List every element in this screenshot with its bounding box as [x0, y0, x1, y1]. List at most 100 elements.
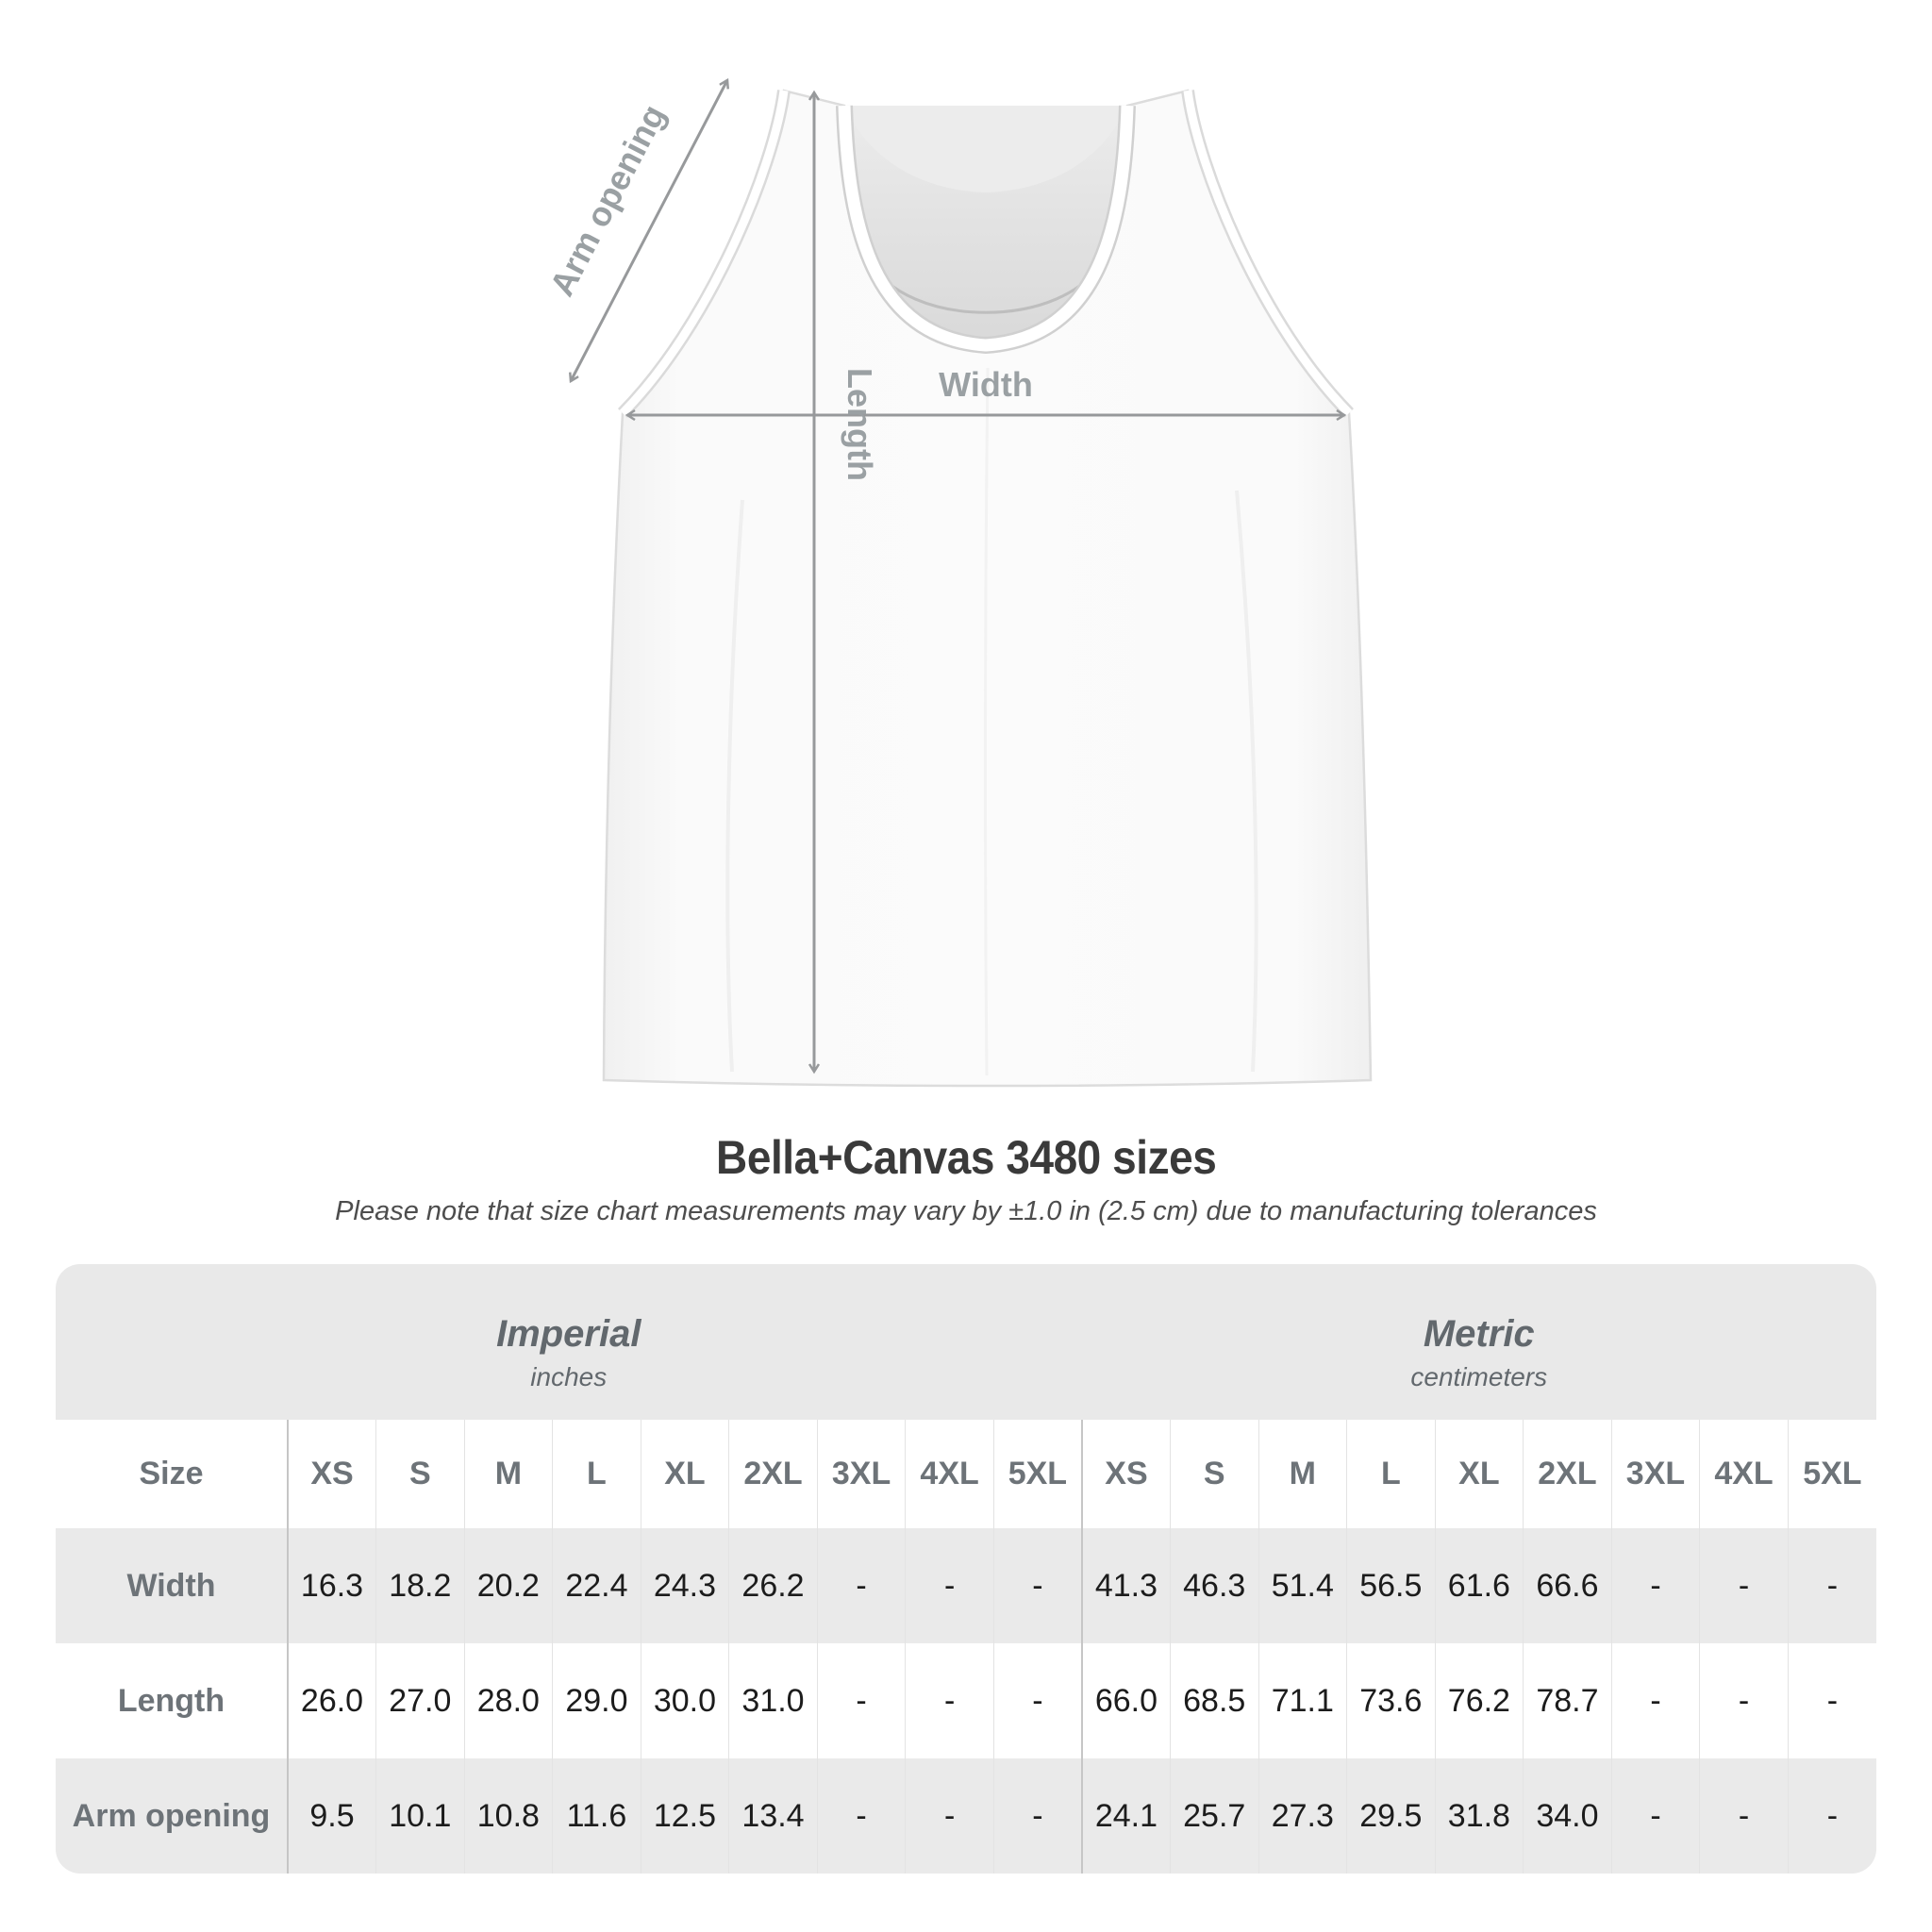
- arm-opening-metric-xs: 24.1: [1080, 1758, 1171, 1874]
- arm-opening-row: Arm opening 9.5 10.1 10.8 11.6 12.5 13.4…: [56, 1758, 1876, 1874]
- row-label-arm-opening: Arm opening: [72, 1797, 271, 1834]
- width-metric-3xl: -: [1610, 1528, 1700, 1643]
- length-row: Length 26.0 27.0 28.0 29.0 30.0 31.0 - -…: [56, 1643, 1876, 1758]
- arm-opening-metric-s: 25.7: [1169, 1758, 1259, 1874]
- tank-top-svg: Width Length Arm opening: [541, 47, 1373, 1088]
- size-header-metric-2xl: 2XL: [1523, 1420, 1612, 1528]
- arm-opening-arrow: [571, 80, 727, 381]
- size-header-metric-4xl: 4XL: [1699, 1420, 1789, 1528]
- length-label: Length: [841, 368, 879, 481]
- back-neck-highlight: [844, 106, 1127, 192]
- width-imperial-3xl: -: [816, 1528, 906, 1643]
- arm-opening-metric-l: 29.5: [1346, 1758, 1436, 1874]
- arm-opening-imperial-xs: 9.5: [287, 1758, 376, 1874]
- width-metric-s: 46.3: [1169, 1528, 1259, 1643]
- size-column-header: Size: [139, 1456, 204, 1491]
- imperial-label: Imperial: [496, 1312, 641, 1355]
- length-imperial-xl: 30.0: [640, 1643, 729, 1758]
- length-metric-xl: 76.2: [1434, 1643, 1524, 1758]
- size-header-imperial-3xl: 3XL: [816, 1420, 906, 1528]
- length-imperial-4xl: -: [905, 1643, 994, 1758]
- length-metric-xs: 66.0: [1080, 1643, 1171, 1758]
- width-imperial-xs: 16.3: [287, 1528, 376, 1643]
- arm-opening-metric-m: 27.3: [1257, 1758, 1347, 1874]
- size-header-metric-xs: XS: [1080, 1420, 1171, 1528]
- imperial-unit-header: Imperial inches: [56, 1264, 1082, 1420]
- length-imperial-l: 29.0: [552, 1643, 641, 1758]
- length-metric-m: 71.1: [1257, 1643, 1347, 1758]
- size-chart: Imperial inches Metric centimeters Size …: [56, 1264, 1876, 1874]
- size-header-imperial-xl: XL: [640, 1420, 729, 1528]
- length-imperial-2xl: 31.0: [728, 1643, 818, 1758]
- size-header-row: Size XS S M L XL 2XL 3XL 4XL 5XL XS S M …: [56, 1420, 1876, 1528]
- row-label-length: Length: [117, 1682, 225, 1719]
- size-header-metric-m: M: [1257, 1420, 1347, 1528]
- arm-opening-imperial-3xl: -: [816, 1758, 906, 1874]
- metric-label: Metric: [1423, 1312, 1535, 1355]
- page-title: Bella+Canvas 3480 sizes: [0, 1130, 1932, 1185]
- width-metric-l: 56.5: [1346, 1528, 1436, 1643]
- length-imperial-m: 28.0: [463, 1643, 553, 1758]
- width-imperial-s: 18.2: [375, 1528, 465, 1643]
- size-header-imperial-l: L: [552, 1420, 641, 1528]
- width-metric-5xl: -: [1787, 1528, 1876, 1643]
- length-metric-s: 68.5: [1169, 1643, 1259, 1758]
- arm-opening-imperial-m: 10.8: [463, 1758, 553, 1874]
- length-imperial-3xl: -: [816, 1643, 906, 1758]
- size-header-imperial-4xl: 4XL: [905, 1420, 994, 1528]
- length-metric-5xl: -: [1787, 1643, 1876, 1758]
- width-imperial-m: 20.2: [463, 1528, 553, 1643]
- length-metric-2xl: 78.7: [1523, 1643, 1612, 1758]
- width-metric-xl: 61.6: [1434, 1528, 1524, 1643]
- metric-unit-header: Metric centimeters: [1082, 1264, 1876, 1420]
- arm-opening-metric-2xl: 34.0: [1523, 1758, 1612, 1874]
- imperial-unit-label: inches: [530, 1361, 608, 1391]
- width-metric-m: 51.4: [1257, 1528, 1347, 1643]
- arm-opening-metric-4xl: -: [1699, 1758, 1789, 1874]
- width-imperial-xl: 24.3: [640, 1528, 729, 1643]
- size-header-metric-xl: XL: [1434, 1420, 1524, 1528]
- length-metric-3xl: -: [1610, 1643, 1700, 1758]
- arm-opening-imperial-l: 11.6: [552, 1758, 641, 1874]
- size-header-imperial-s: S: [375, 1420, 465, 1528]
- row-label-width: Width: [126, 1567, 216, 1604]
- length-imperial-5xl: -: [992, 1643, 1082, 1758]
- page-subtitle: Please note that size chart measurements…: [335, 1196, 1597, 1226]
- width-imperial-2xl: 26.2: [728, 1528, 818, 1643]
- size-header-metric-s: S: [1169, 1420, 1259, 1528]
- width-label: Width: [939, 365, 1033, 404]
- arm-opening-imperial-4xl: -: [905, 1758, 994, 1874]
- fabric-fold-center: [984, 367, 990, 1076]
- length-metric-4xl: -: [1699, 1643, 1789, 1758]
- fabric-fold-right: [1235, 490, 1258, 1073]
- width-metric-2xl: 66.6: [1523, 1528, 1612, 1643]
- width-row: Width 16.3 18.2 20.2 22.4 24.3 26.2 - - …: [56, 1528, 1876, 1643]
- arm-opening-metric-3xl: -: [1610, 1758, 1700, 1874]
- size-header-imperial-5xl: 5XL: [992, 1420, 1082, 1528]
- tank-top-measurement-diagram: Width Length Arm opening: [524, 47, 1457, 1113]
- unit-band: Imperial inches Metric centimeters: [56, 1264, 1876, 1420]
- metric-unit-label: centimeters: [1410, 1361, 1548, 1391]
- neck-trim: [838, 105, 1134, 352]
- arm-opening-imperial-s: 10.1: [375, 1758, 465, 1874]
- size-header-imperial-xs: XS: [287, 1420, 376, 1528]
- width-metric-4xl: -: [1699, 1528, 1789, 1643]
- length-imperial-xs: 26.0: [287, 1643, 376, 1758]
- arm-opening-imperial-xl: 12.5: [640, 1758, 729, 1874]
- width-metric-xs: 41.3: [1080, 1528, 1171, 1643]
- width-imperial-4xl: -: [905, 1528, 994, 1643]
- arm-opening-imperial-5xl: -: [992, 1758, 1082, 1874]
- arm-opening-imperial-2xl: 13.4: [728, 1758, 818, 1874]
- length-metric-l: 73.6: [1346, 1643, 1436, 1758]
- size-table: Size XS S M L XL 2XL 3XL 4XL 5XL XS S M …: [56, 1420, 1876, 1874]
- size-header-metric-5xl: 5XL: [1787, 1420, 1876, 1528]
- armhole-trim-right: [1183, 90, 1353, 417]
- arm-opening-label: Arm opening: [541, 98, 673, 302]
- size-header-imperial-m: M: [463, 1420, 553, 1528]
- width-imperial-5xl: -: [992, 1528, 1082, 1643]
- page-title-text: Bella+Canvas 3480 sizes: [715, 1131, 1217, 1184]
- size-header-imperial-2xl: 2XL: [728, 1420, 818, 1528]
- fabric-fold-left: [725, 499, 744, 1073]
- arm-opening-metric-5xl: -: [1787, 1758, 1876, 1874]
- width-imperial-l: 22.4: [552, 1528, 641, 1643]
